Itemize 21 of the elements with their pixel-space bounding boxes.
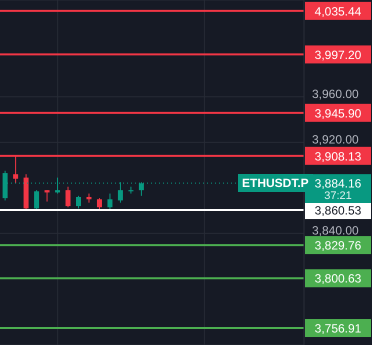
y-tick-label: 3,920.00 [312,132,360,147]
ref-line-label: 3,860.53 [314,204,362,218]
ref-line-label: 4,035.44 [314,4,362,18]
text: 37:21 [305,190,371,204]
ref-line-label: 3,829.76 [314,238,362,253]
ref-line-label: 3,756.91 [314,322,362,336]
ref-line-label: 3,800.63 [314,272,362,286]
annotation: ETHUSDT.P [238,174,313,192]
candlestick [44,190,50,202]
candlestick [76,195,81,209]
candlestick [34,190,40,210]
ref-line-label: 3,884.16 [314,176,362,191]
ref-line-label: 3,908.13 [314,149,362,164]
ref-line-label: 3,945.90 [314,106,362,120]
candlestick [96,198,102,212]
candlestick [86,193,92,204]
candlestick [66,186,71,208]
ref-line-label: 3,997.20 [314,48,362,62]
y-tick-label: 3,840.00 [312,224,360,238]
y-tick-label: 3,960.00 [312,87,360,102]
candlestick [107,193,112,212]
